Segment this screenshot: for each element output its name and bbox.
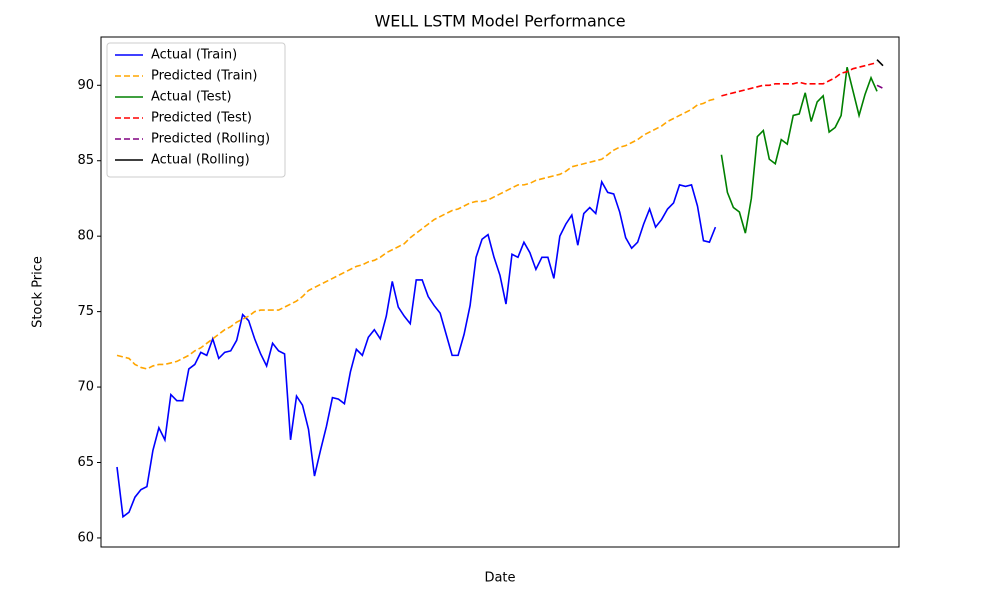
- legend-label: Predicted (Rolling): [151, 132, 270, 147]
- legend-label: Actual (Test): [151, 90, 232, 105]
- legend-label: Predicted (Test): [151, 111, 252, 126]
- chart-title: WELL LSTM Model Performance: [374, 12, 625, 31]
- y-tick-label: 90: [77, 78, 94, 93]
- y-tick-label: 65: [77, 455, 94, 470]
- series-line: [876, 59, 884, 67]
- y-tick-label: 85: [77, 153, 94, 168]
- series-line: [876, 84, 884, 90]
- legend-label: Actual (Rolling): [151, 153, 250, 168]
- series-line: [721, 61, 878, 97]
- series-line: [116, 98, 716, 370]
- series-line: [116, 179, 717, 519]
- x-axis-label: Date: [484, 571, 515, 586]
- y-tick-label: 70: [77, 380, 94, 395]
- y-tick-label: 75: [77, 304, 94, 319]
- plot-frame: [100, 36, 900, 548]
- y-axis-label: Stock Price: [31, 256, 46, 328]
- legend-label: Actual (Train): [151, 48, 237, 63]
- y-tick-label: 80: [77, 229, 94, 244]
- series-line: [720, 66, 878, 234]
- legend-box: [106, 42, 286, 178]
- legend-label: Predicted (Train): [151, 69, 258, 84]
- y-tick-label: 60: [77, 530, 94, 545]
